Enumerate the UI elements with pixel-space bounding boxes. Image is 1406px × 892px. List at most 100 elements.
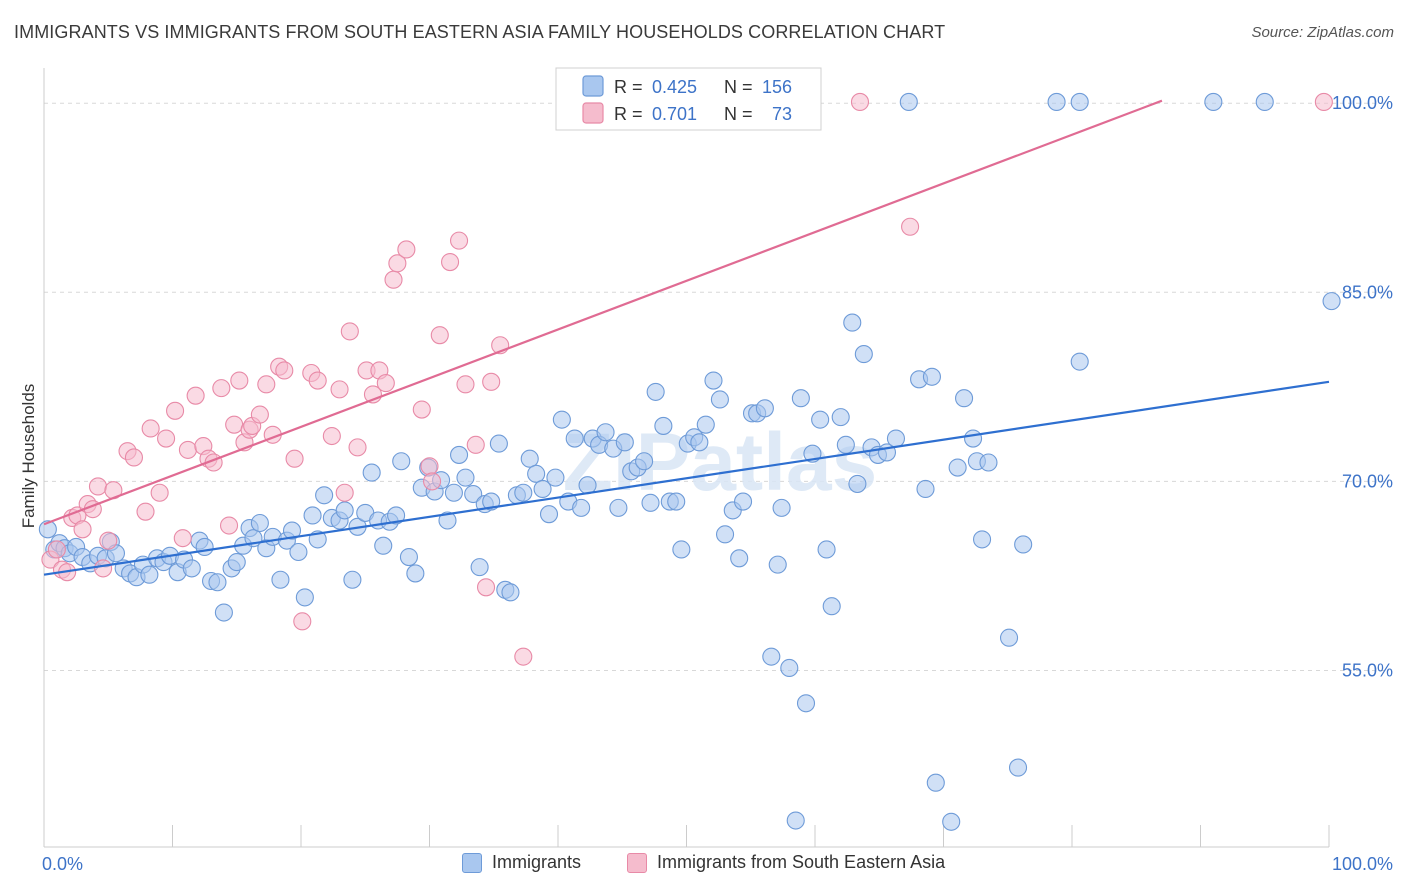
point-sea [322,426,341,446]
point-immigrants [271,570,290,589]
point-immigrants [836,435,855,454]
point-sea [476,578,496,597]
point-immigrants [755,399,774,418]
point-immigrants [444,483,463,502]
legend-n-label: N = [724,77,753,97]
point-immigrants [704,371,723,390]
point-immigrants [730,549,749,568]
point-immigrants [501,583,520,602]
trend-lines [43,99,1330,576]
point-immigrants [948,458,967,477]
point-immigrants [922,367,941,386]
point-immigrants [733,492,753,511]
point-immigrants [392,452,411,471]
point-immigrants [195,537,214,557]
point-immigrants [140,565,159,584]
point-sea [73,520,92,539]
point-sea [219,516,239,535]
point-immigrants [552,410,571,429]
point-sea [423,472,442,491]
trend-line-sea [43,99,1163,526]
point-sea [308,371,327,390]
legend-n-label: N = [724,104,753,124]
point-immigrants [786,811,805,830]
point-sea [285,449,304,468]
point-sea [225,415,244,434]
point-sea [166,401,185,420]
point-immigrants [450,445,469,464]
point-immigrants [565,429,584,448]
point-sea [384,270,403,289]
point-immigrants [295,588,314,607]
point-sea [335,483,354,502]
point-immigrants [899,92,918,112]
point-immigrants [641,493,660,512]
point-sea [397,240,416,259]
point-immigrants [399,547,418,567]
point-immigrants [715,525,735,544]
point-sea [275,361,294,380]
y-tick-labels: 55.0% 70.0% 85.0% 100.0% [1332,93,1393,680]
point-immigrants [1047,92,1066,112]
source-label: Source: ZipAtlas.com [1251,24,1394,41]
legend-n-value: 156 [762,77,792,97]
point-sea [430,326,449,345]
point-sea [376,374,395,393]
point-immigrants [1070,352,1089,371]
point-sea [230,371,249,390]
point-immigrants [438,511,457,530]
point-immigrants [791,389,810,408]
point-sea [150,483,169,502]
legend-swatch-immigrants [582,75,604,97]
point-immigrants [646,382,665,401]
point-immigrants [514,483,533,502]
point-immigrants [615,433,634,452]
point-immigrants [489,434,508,453]
point-immigrants [780,658,799,678]
point-immigrants [690,433,709,452]
point-sea [482,372,501,391]
point-immigrants [667,492,686,511]
point-immigrants [387,506,406,525]
point-sea [348,438,367,457]
point-immigrants [696,415,715,434]
point-immigrants [979,453,998,472]
point-sea [293,612,312,631]
point-sea [124,448,143,467]
x-tick-label: 0.0% [42,854,83,874]
point-immigrants [609,498,628,517]
point-immigrants [916,479,935,499]
point-immigrants [464,484,483,504]
point-immigrants [362,463,381,482]
point-immigrants [1014,535,1033,554]
legend-label: Immigrants [492,852,582,872]
point-immigrants [635,452,654,471]
point-immigrants [854,345,873,364]
watermark: ZIPatlas [563,417,877,508]
point-sea [466,435,485,454]
point-sea [420,457,439,476]
point-sea [456,375,475,394]
legend-item-immigrants: Immigrants [462,852,581,873]
y-tick-label: 55.0% [1342,661,1393,681]
y-tick-label: 85.0% [1342,282,1393,302]
point-immigrants [886,429,906,448]
point-sea [94,559,113,578]
y-axis-label: Family Households [19,384,38,529]
point-sea [136,502,155,521]
point-immigrants [533,479,552,499]
point-sea [88,477,108,496]
point-sea [514,647,533,666]
point-immigrants [926,773,945,792]
point-immigrants [214,603,233,622]
point-immigrants [654,416,673,435]
point-immigrants [762,647,781,666]
point-immigrants [672,540,691,559]
point-sea [250,405,269,424]
point-immigrants [811,410,830,429]
series-legend: Immigrants Immigrants from South Eastern… [0,852,1406,876]
point-immigrants [772,498,791,517]
legend-label: Immigrants from South Eastern Asia [657,852,946,872]
point-immigrants [227,553,246,572]
legend-n-value: 73 [772,104,792,124]
